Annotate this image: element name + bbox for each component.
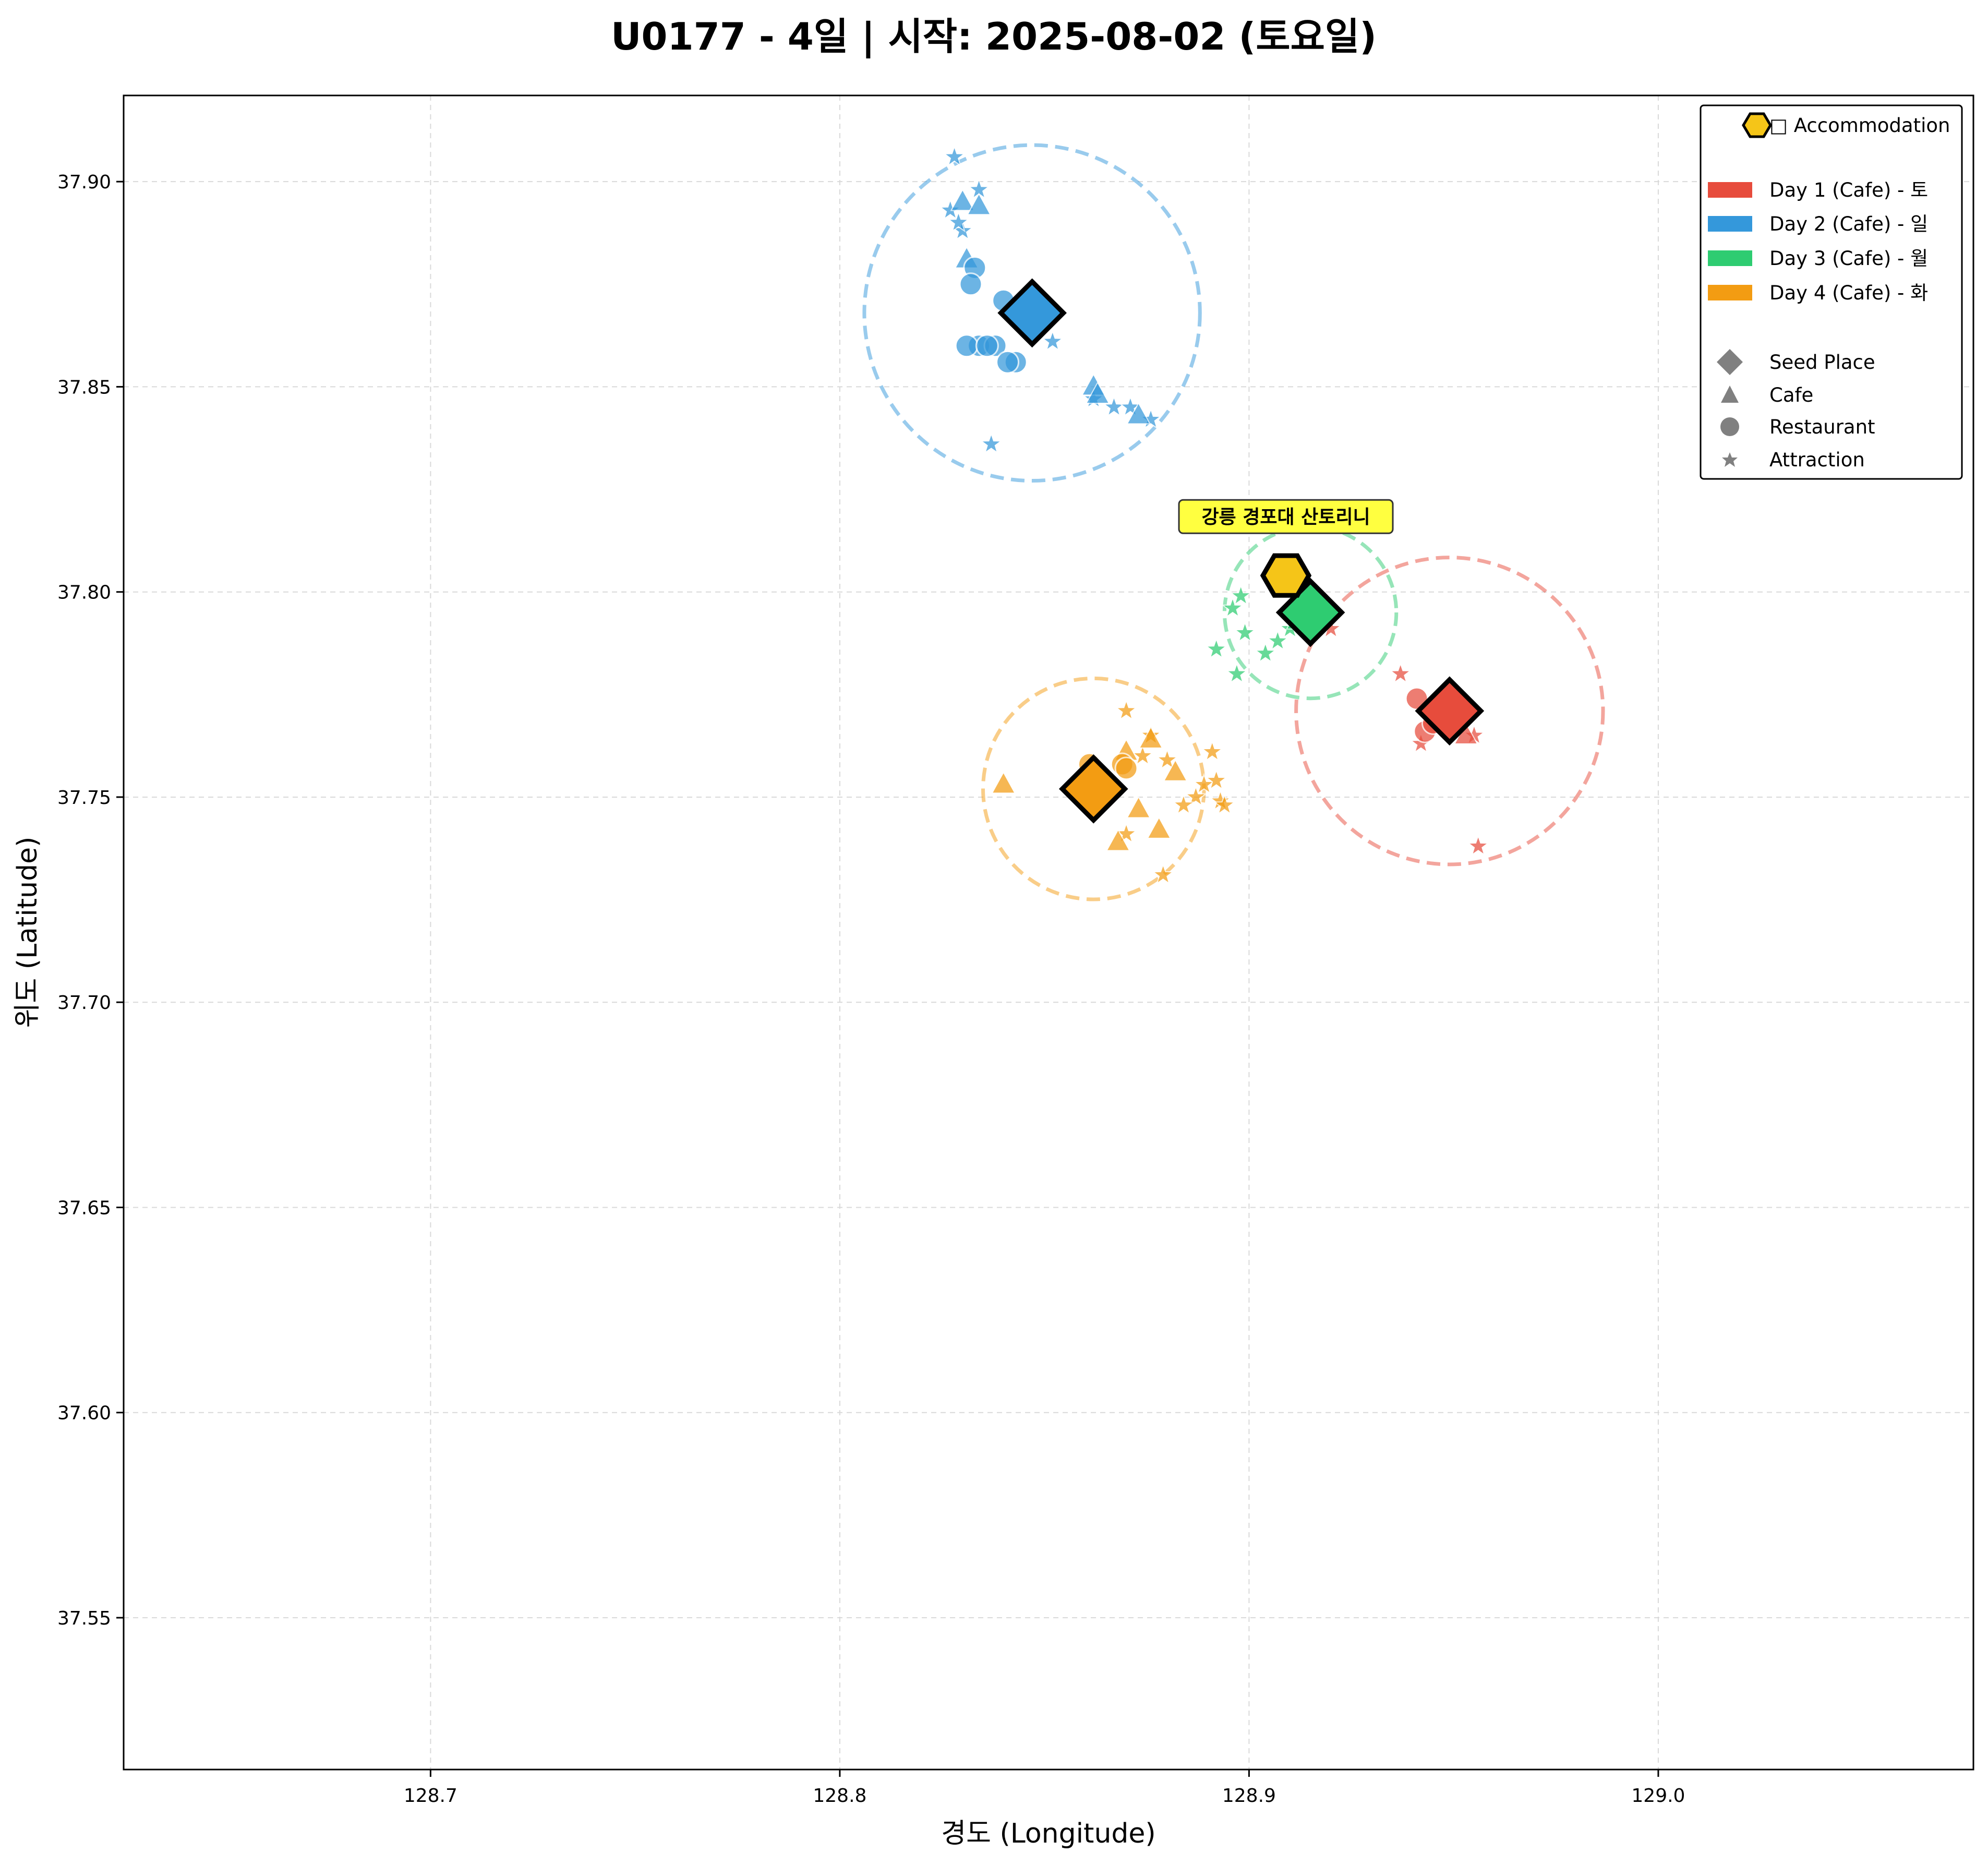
day2-seed-diamond — [997, 278, 1067, 348]
y-tick-label: 37.55 — [57, 1608, 111, 1629]
day2-attraction-point — [947, 210, 970, 233]
day3-attraction-point — [1233, 621, 1257, 643]
legend-restaurant-label: Restaurant — [1769, 416, 1875, 438]
y-tick-label: 37.60 — [57, 1403, 111, 1424]
day2-attraction-point — [943, 145, 966, 167]
legend-box — [1700, 104, 1963, 480]
y-tick-label: 37.90 — [57, 172, 111, 193]
day1-attraction-point — [1389, 661, 1412, 684]
legend-cafe-triangle-icon — [1721, 386, 1739, 403]
day4-attraction-point — [1172, 793, 1195, 815]
accommodation-hexagon — [1260, 553, 1312, 598]
legend-day3-swatch — [1708, 250, 1752, 266]
day4-attraction-point — [1131, 744, 1154, 766]
day4-cafe-point — [1138, 726, 1163, 749]
legend-day2-label: Day 2 (Cafe) - 일 — [1769, 213, 1928, 235]
day3-attraction-point — [1225, 661, 1248, 684]
day2-restaurant-point — [959, 272, 983, 296]
x-tick-label: 128.9 — [1222, 1785, 1276, 1807]
day4-attraction-point — [1155, 748, 1179, 770]
legend-day1-swatch — [1708, 182, 1752, 198]
day2-cafe-point — [966, 192, 992, 215]
legend-day4-swatch — [1708, 285, 1752, 300]
day4-attraction-point — [1200, 740, 1224, 762]
day4-cafe-point — [1163, 759, 1188, 781]
legend-seed-diamond-icon — [1717, 349, 1743, 375]
day4-attraction-point — [1115, 699, 1138, 721]
day4-attraction-point — [1184, 785, 1208, 807]
legend-attraction-label: Attraction — [1769, 449, 1865, 471]
y-axis-label: 위도 (Latitude) — [12, 837, 43, 1028]
day4-attraction-point — [1213, 793, 1236, 815]
legend-accommodation-label: □ Accommodation — [1769, 114, 1950, 137]
x-tick-label: 128.8 — [813, 1785, 866, 1807]
day2-restaurant-point — [955, 334, 979, 358]
grid-lines — [124, 95, 1973, 1770]
legend-day4-label: Day 4 (Cafe) - 화 — [1769, 282, 1928, 304]
day4-attraction-point — [1204, 768, 1228, 791]
day4-restaurant-point — [1114, 756, 1138, 780]
day2-cafe-point — [1126, 402, 1151, 425]
legend-day2-swatch — [1708, 216, 1752, 232]
legend-day3-label: Day 3 (Cafe) - 월 — [1769, 247, 1928, 270]
day3-attraction-point — [1221, 596, 1245, 618]
day1-radius-circle — [1294, 556, 1605, 867]
day4-cafe-point — [1126, 796, 1151, 819]
accommodation-layer: 강릉 경포대 산토리니 — [1178, 499, 1394, 598]
x-axis-ticks: 128.7 128.8 128.9 129.0 — [404, 1770, 1685, 1807]
chart-title: U0177 - 4일 | 시작: 2025-08-02 (토요일) — [611, 15, 1377, 59]
day3-attraction-point — [1229, 584, 1252, 606]
x-tick-label: 129.0 — [1631, 1785, 1685, 1807]
plot-frame — [123, 94, 1974, 1771]
day2-attraction-point — [1041, 329, 1064, 352]
y-tick-label: 37.65 — [57, 1197, 111, 1219]
legend-attraction-star-icon — [1722, 452, 1738, 467]
day2-restaurant-point — [996, 350, 1020, 374]
day4-cafe-point — [1105, 828, 1131, 851]
legend-restaurant-circle-icon — [1720, 417, 1739, 436]
x-axis-label: 경도 (Longitude) — [941, 1818, 1155, 1849]
legend: □ Accommodation Day 1 (Cafe) - 토 Day 2 (… — [1700, 104, 1963, 480]
day4-cafe-point — [1147, 816, 1172, 839]
day3-attraction-point — [1254, 641, 1277, 664]
day4-cafe-point — [991, 771, 1016, 794]
day4-attraction-point — [1151, 863, 1175, 885]
accommodation-label: 강릉 경포대 산토리니 — [1201, 507, 1370, 528]
day3-attraction-point — [1266, 629, 1290, 651]
day2-cafe-point — [1085, 381, 1110, 404]
y-axis-ticks: 37.55 37.60 37.65 37.70 37.75 37.80 37.85 37.90 — [57, 172, 124, 1629]
y-tick-label: 37.85 — [57, 377, 111, 398]
day3-attraction-point — [1204, 637, 1228, 659]
day2-restaurant-point — [975, 334, 999, 358]
day1-seed-diamond — [1415, 676, 1485, 746]
plot-background — [124, 95, 1973, 1770]
day2-radius-circle — [862, 143, 1202, 483]
y-tick-label: 37.75 — [57, 787, 111, 809]
legend-accommodation-hexagon — [1742, 112, 1772, 138]
accommodation-label-box — [1178, 499, 1394, 534]
legend-day1-label: Day 1 (Cafe) - 토 — [1769, 179, 1928, 201]
day1-attraction-point — [1466, 834, 1490, 856]
day4-seed-diamond — [1058, 754, 1128, 824]
legend-cafe-label: Cafe — [1769, 384, 1813, 406]
day2-cafe-point — [950, 188, 975, 211]
y-tick-label: 37.70 — [57, 992, 111, 1014]
y-tick-label: 37.80 — [57, 582, 111, 604]
day2-attraction-point — [980, 432, 1003, 454]
plot-area: 강릉 경포대 산토리니 — [123, 94, 1974, 1771]
x-tick-label: 128.7 — [404, 1785, 457, 1807]
legend-seed-label: Seed Place — [1769, 351, 1875, 374]
